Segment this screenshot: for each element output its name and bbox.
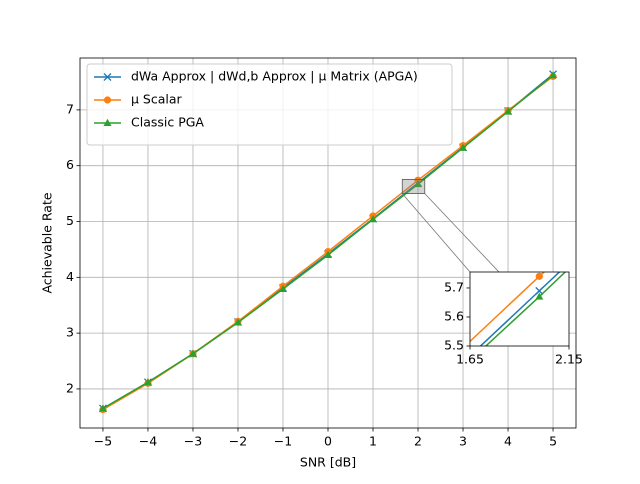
x-tick-label: −5 (94, 434, 112, 449)
series-group (98, 70, 558, 414)
x-tick-label: 3 (459, 434, 467, 449)
y-tick-label: 4 (66, 269, 74, 284)
marker (459, 143, 468, 151)
axes-frame (469, 271, 570, 347)
x-tick-label: 5 (549, 434, 557, 449)
legend-label: dWa Approx | dWd,b Approx | μ Matrix (AP… (131, 69, 418, 84)
marker (233, 318, 242, 326)
y-tick-label: 6 (66, 157, 74, 172)
marker (369, 215, 378, 223)
x-axis-label: SNR [dB] (300, 455, 356, 470)
marker (188, 349, 197, 357)
axes-frame (79, 57, 577, 429)
legend-label: Classic PGA (131, 115, 204, 130)
x-tick-label: 2 (414, 434, 422, 449)
x-tick-label: −2 (229, 434, 247, 449)
marker (549, 71, 558, 79)
legend-marker (103, 73, 112, 81)
x-tick-label: −1 (274, 434, 292, 449)
legend-marker (103, 96, 112, 104)
marker (414, 179, 423, 188)
zoom-connector (401, 193, 471, 273)
marker (504, 107, 513, 115)
y-tick-label: 5.5 (444, 338, 464, 353)
x-tick-label: −3 (184, 434, 202, 449)
legend (86, 63, 453, 146)
zoom-box (401, 178, 426, 195)
marker (98, 404, 107, 412)
marker (278, 284, 287, 293)
x-tick-label: 2.15 (555, 352, 583, 367)
x-tick-label: 0 (324, 434, 332, 449)
y-tick-label: 5.6 (444, 308, 464, 323)
marker (324, 250, 332, 258)
y-tick-label: 5.7 (444, 279, 464, 294)
marker (535, 286, 544, 295)
marker (143, 378, 152, 386)
y-tick-label: 7 (66, 101, 74, 116)
marker (535, 292, 544, 300)
y-tick-label: 3 (66, 325, 74, 340)
x-tick-label: 1 (369, 434, 377, 449)
marker (535, 272, 543, 280)
y-tick-label: 5 (66, 213, 74, 228)
x-tick-label: 1.65 (456, 352, 484, 367)
legend-label: μ Scalar (131, 92, 183, 107)
y-axis-label: Achievable Rate (40, 192, 55, 293)
legend-marker (103, 118, 112, 126)
x-tick-label: −4 (139, 434, 157, 449)
x-tick-label: 4 (504, 434, 512, 449)
y-tick-label: 2 (66, 380, 74, 395)
